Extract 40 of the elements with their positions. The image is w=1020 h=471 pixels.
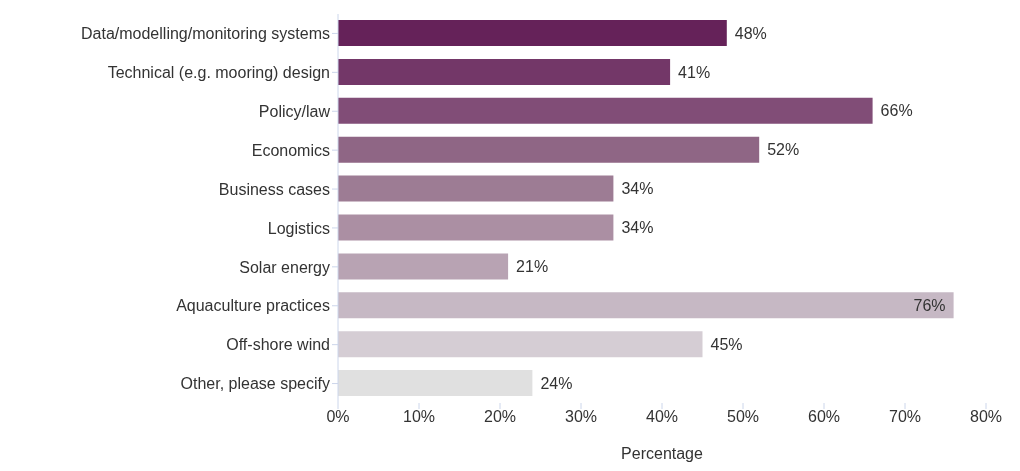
x-axis-title: Percentage — [621, 445, 704, 462]
bar — [338, 136, 760, 163]
data-label: 76% — [913, 296, 946, 314]
x-tick-label: 60% — [807, 408, 841, 426]
y-tick-label: Solar energy — [239, 258, 330, 276]
bar — [338, 253, 509, 280]
y-tick-label: Economics — [251, 141, 330, 159]
bar — [338, 292, 954, 319]
data-label: 52% — [767, 141, 800, 159]
data-label: 21% — [516, 258, 549, 275]
x-tick-label: 20% — [483, 408, 517, 426]
data-label: 48% — [734, 24, 767, 42]
x-tick-label: 50% — [726, 408, 760, 426]
bar — [338, 58, 671, 85]
y-tick-label: Business cases — [218, 180, 330, 198]
data-label: 24% — [540, 374, 573, 392]
data-label: 41% — [678, 63, 711, 81]
y-tick-label: Data/modelling/monitoring systems — [81, 25, 330, 43]
data-label: 66% — [880, 102, 913, 120]
x-tick-label: 80% — [969, 408, 1003, 426]
y-tick-label: Aquaculture practices — [176, 297, 330, 315]
x-tick-label: 30% — [564, 408, 598, 426]
data-label: 34% — [621, 180, 654, 198]
x-tick-label: 10% — [402, 408, 436, 426]
bar — [338, 370, 533, 397]
y-tick-label: Off-shore wind — [226, 336, 330, 354]
bar — [338, 331, 703, 358]
x-tick-label: 40% — [645, 408, 679, 426]
bar — [338, 175, 614, 202]
bar — [338, 20, 727, 46]
data-label: 45% — [710, 335, 743, 353]
bar — [338, 97, 873, 124]
x-tick-label: 0% — [326, 408, 350, 426]
x-tick-label: 70% — [888, 408, 922, 426]
y-tick-label: Technical (e.g. mooring) design — [107, 64, 330, 82]
y-tick-label: Other, please specify — [180, 375, 330, 393]
data-label: 34% — [621, 219, 654, 237]
y-tick-label: Policy/law — [258, 102, 331, 120]
y-tick-label: Logistics — [267, 219, 330, 237]
bar — [338, 214, 614, 241]
